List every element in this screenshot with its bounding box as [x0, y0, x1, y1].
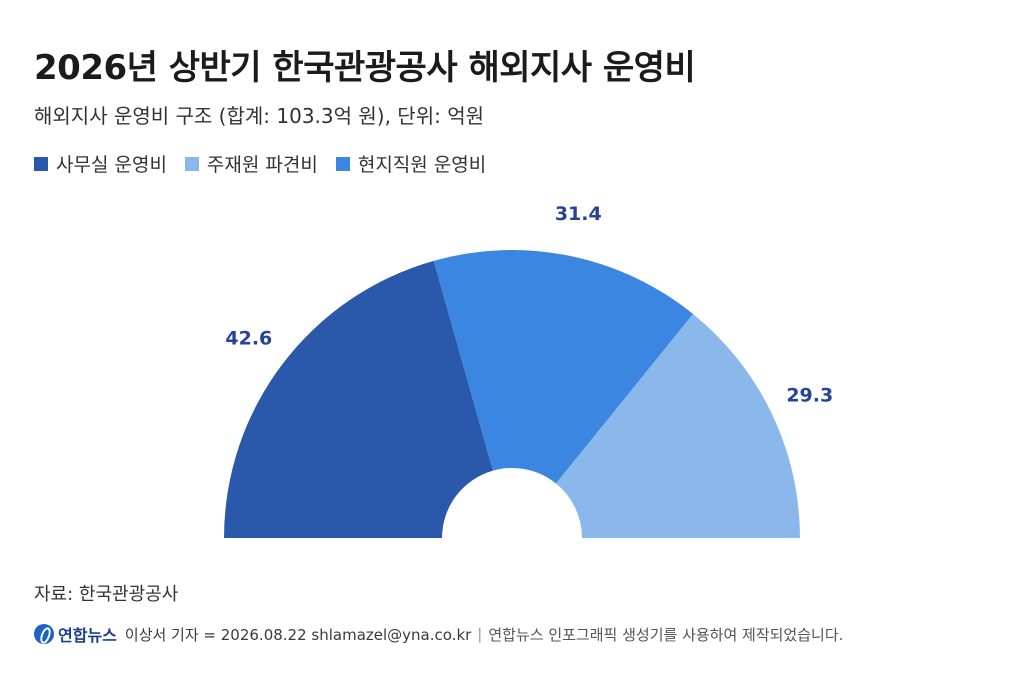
legend-item-office: 사무실 운영비	[34, 150, 167, 177]
footer-credit: 이상서 기자 = 2026.08.22 shlamazel@yna.co.kr	[124, 625, 472, 644]
legend-swatch-office	[34, 156, 48, 171]
slice-label-0: 42.6	[225, 327, 272, 349]
legend-label-expat: 주재원 파견비	[206, 154, 318, 176]
slice-0	[224, 260, 493, 538]
yonhap-logo-text: 연합뉴스	[58, 626, 117, 645]
slice-2	[556, 314, 800, 538]
footer-note: 연합뉴스 인포그래픽 생성기를 사용하여 제작되었습니다.	[488, 625, 844, 644]
legend-label-local-staff: 현지직원 운영비	[357, 154, 487, 176]
legend-swatch-expat	[184, 156, 199, 171]
legend-item-local-staff: 현지직원 운영비	[335, 150, 487, 177]
footer-separator: |	[477, 625, 483, 643]
source-note: 자료: 한국관광공사	[34, 584, 179, 605]
yonhap-logo: 연합뉴스	[34, 622, 117, 646]
slice-label-1: 31.4	[555, 203, 602, 225]
legend: 사무실 운영비 주재원 파견비 현지직원 운영비	[34, 150, 504, 177]
footer: 연합뉴스 이상서 기자 = 2026.08.22 shlamazel@yna.c…	[34, 622, 843, 646]
slice-label-2: 29.3	[786, 384, 833, 406]
slice-1	[433, 250, 694, 484]
chart-subtitle: 해외지사 운영비 구조 (합계: 103.3억 원), 단위: 억원	[34, 104, 484, 128]
yonhap-logo-icon	[34, 624, 54, 644]
legend-swatch-local-staff	[335, 156, 350, 171]
legend-item-expat: 주재원 파견비	[184, 150, 318, 177]
legend-label-office: 사무실 운영비	[56, 154, 167, 176]
chart-title: 2026년 상반기 한국관광공사 해외지사 운영비	[34, 48, 696, 88]
